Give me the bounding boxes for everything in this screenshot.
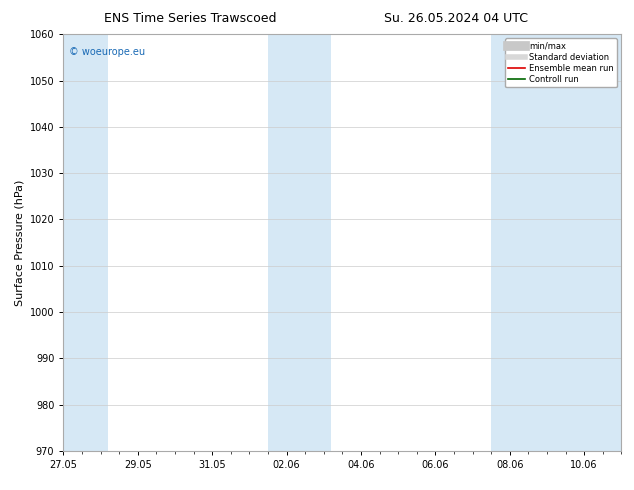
Text: © woeurope.eu: © woeurope.eu: [69, 47, 145, 57]
Bar: [60, 34, 108, 451]
Text: ENS Time Series Trawscoed: ENS Time Series Trawscoed: [104, 12, 276, 25]
Bar: [268, 34, 331, 451]
Text: Su. 26.05.2024 04 UTC: Su. 26.05.2024 04 UTC: [384, 12, 529, 25]
Y-axis label: Surface Pressure (hPa): Surface Pressure (hPa): [14, 179, 24, 306]
Bar: [491, 34, 625, 451]
Legend: min/max, Standard deviation, Ensemble mean run, Controll run: min/max, Standard deviation, Ensemble me…: [505, 39, 617, 87]
